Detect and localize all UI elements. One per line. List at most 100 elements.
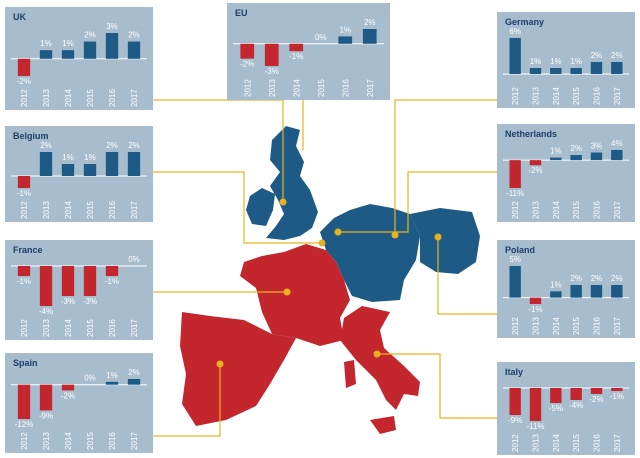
panel-title: Italy xyxy=(505,367,523,377)
x-tick-label: 2012 xyxy=(20,201,29,219)
x-tick-label: 2015 xyxy=(572,201,581,219)
bar xyxy=(509,38,521,74)
x-tick-label: 2016 xyxy=(108,319,117,337)
value-label: 2% xyxy=(570,144,582,153)
x-tick-label: 2013 xyxy=(532,201,541,219)
x-tick-label: 2013 xyxy=(532,87,541,105)
value-label: 2% xyxy=(591,274,603,283)
x-tick-label: 2012 xyxy=(511,317,520,335)
bar xyxy=(550,388,562,403)
bar xyxy=(509,266,521,298)
bar xyxy=(550,157,562,161)
value-label: -12% xyxy=(15,420,34,429)
value-label: 1% xyxy=(550,147,562,156)
panel-title: Spain xyxy=(13,358,38,368)
x-tick-label: 2014 xyxy=(552,317,561,335)
value-label: 1% xyxy=(339,25,351,34)
ireland xyxy=(246,188,275,226)
x-tick-label: 2012 xyxy=(20,319,29,337)
value-label: 1% xyxy=(40,39,52,48)
x-tick-label: 2017 xyxy=(130,201,139,219)
panel-title: Belgium xyxy=(13,131,49,141)
x-tick-label: 2017 xyxy=(613,434,622,452)
x-tick-label: 2015 xyxy=(572,87,581,105)
x-tick-label: 2013 xyxy=(532,317,541,335)
connector xyxy=(153,171,322,244)
x-tick-label: 2015 xyxy=(317,79,326,97)
value-label: 2% xyxy=(128,31,140,40)
bar xyxy=(127,41,141,59)
bar xyxy=(509,388,521,415)
value-label: -3% xyxy=(265,67,279,76)
spain-portugal xyxy=(180,312,296,426)
dot xyxy=(279,198,287,206)
value-label: 1% xyxy=(550,57,562,66)
value-label: -11% xyxy=(526,422,544,431)
bar xyxy=(61,164,75,176)
great-britain xyxy=(266,126,318,240)
value-label: 1% xyxy=(106,371,118,380)
value-label: 5% xyxy=(509,255,521,264)
value-label: 2% xyxy=(570,274,582,283)
x-tick-label: 2012 xyxy=(20,432,29,450)
x-tick-label: 2017 xyxy=(613,87,622,105)
x-tick-label: 2015 xyxy=(86,319,95,337)
dot xyxy=(283,288,291,296)
bar xyxy=(570,155,582,161)
sicily xyxy=(370,416,396,434)
bar xyxy=(570,68,582,74)
bar xyxy=(590,388,603,394)
panel xyxy=(227,3,390,100)
bar xyxy=(570,285,582,298)
value-label: -1% xyxy=(289,52,303,61)
bar xyxy=(61,384,75,391)
x-tick-label: 2017 xyxy=(366,79,375,97)
bar xyxy=(17,266,31,276)
x-tick-label: 2015 xyxy=(86,201,95,219)
value-label: -2% xyxy=(589,395,603,404)
x-tick-label: 2012 xyxy=(511,87,520,105)
value-label: -3% xyxy=(61,297,75,306)
value-label: -9% xyxy=(508,416,522,425)
dot xyxy=(334,228,342,236)
connector xyxy=(153,99,284,202)
x-tick-label: 2014 xyxy=(64,319,73,337)
value-label: 1% xyxy=(550,280,562,289)
x-tick-label: 2017 xyxy=(130,319,139,337)
x-tick-label: 2014 xyxy=(64,201,73,219)
value-label: 1% xyxy=(62,153,74,162)
value-label: -1% xyxy=(528,305,542,314)
value-label: 2% xyxy=(591,51,603,60)
bar xyxy=(39,152,53,176)
value-label: 0% xyxy=(128,255,140,264)
panel-title: EU xyxy=(235,8,248,18)
value-label: 1% xyxy=(570,57,582,66)
x-tick-label: 2015 xyxy=(572,317,581,335)
value-label: 2% xyxy=(106,141,118,150)
panel-title: UK xyxy=(13,12,26,22)
value-label: -1% xyxy=(17,189,31,198)
x-tick-label: 2013 xyxy=(42,89,51,107)
connector xyxy=(377,353,497,419)
x-tick-label: 2016 xyxy=(108,89,117,107)
x-tick-label: 2016 xyxy=(108,432,117,450)
value-label: 3% xyxy=(106,22,118,31)
x-tick-label: 2013 xyxy=(268,79,277,97)
value-label: -11% xyxy=(506,189,524,198)
value-label: 2% xyxy=(128,141,140,150)
france xyxy=(240,244,350,346)
bar xyxy=(17,58,31,76)
bar xyxy=(264,43,279,66)
x-tick-label: 2015 xyxy=(86,89,95,107)
value-label: 1% xyxy=(530,57,542,66)
bar xyxy=(611,285,623,298)
bar xyxy=(39,384,53,411)
bar xyxy=(39,50,53,59)
value-label: -5% xyxy=(549,404,563,413)
x-tick-label: 2013 xyxy=(532,434,541,452)
value-label: 4% xyxy=(611,139,623,148)
x-tick-label: 2017 xyxy=(613,317,622,335)
x-tick-label: 2012 xyxy=(20,89,29,107)
x-tick-label: 2017 xyxy=(613,201,622,219)
x-tick-label: 2014 xyxy=(552,434,561,452)
